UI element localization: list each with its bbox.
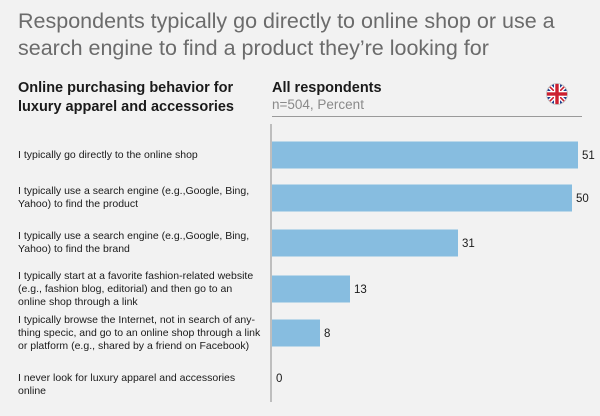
data-label: 13 (354, 284, 367, 296)
category-label: I typically start at a favorite fashion-… (18, 269, 254, 308)
bar (272, 229, 458, 257)
data-label: 0 (276, 373, 282, 385)
bar (272, 141, 578, 169)
bar (272, 275, 350, 303)
bar (272, 184, 572, 212)
category-label: I typically use a search engine (e.g.,Go… (18, 185, 250, 210)
data-label: 50 (576, 193, 589, 205)
data-label: 31 (462, 238, 475, 250)
category-label: I never look for luxury apparel and acce… (18, 371, 236, 397)
right-heading: All respondents (272, 80, 382, 96)
data-label: 51 (582, 150, 595, 162)
header-divider (272, 116, 582, 117)
left-heading: Online purchasing behavior for luxury ap… (18, 80, 234, 115)
bar (272, 319, 320, 347)
category-label: I typically browse the Internet, not in … (18, 313, 261, 352)
chart-title: Respondents typically go directly to onl… (18, 9, 555, 60)
data-label: 8 (324, 328, 330, 340)
category-label: I typically go directly to the online sh… (18, 148, 198, 161)
sample-size-label: n=504, Percent (272, 97, 364, 112)
category-label: I typically use a search engine (e.g.,Go… (18, 230, 250, 255)
uk-flag-icon (546, 83, 568, 105)
